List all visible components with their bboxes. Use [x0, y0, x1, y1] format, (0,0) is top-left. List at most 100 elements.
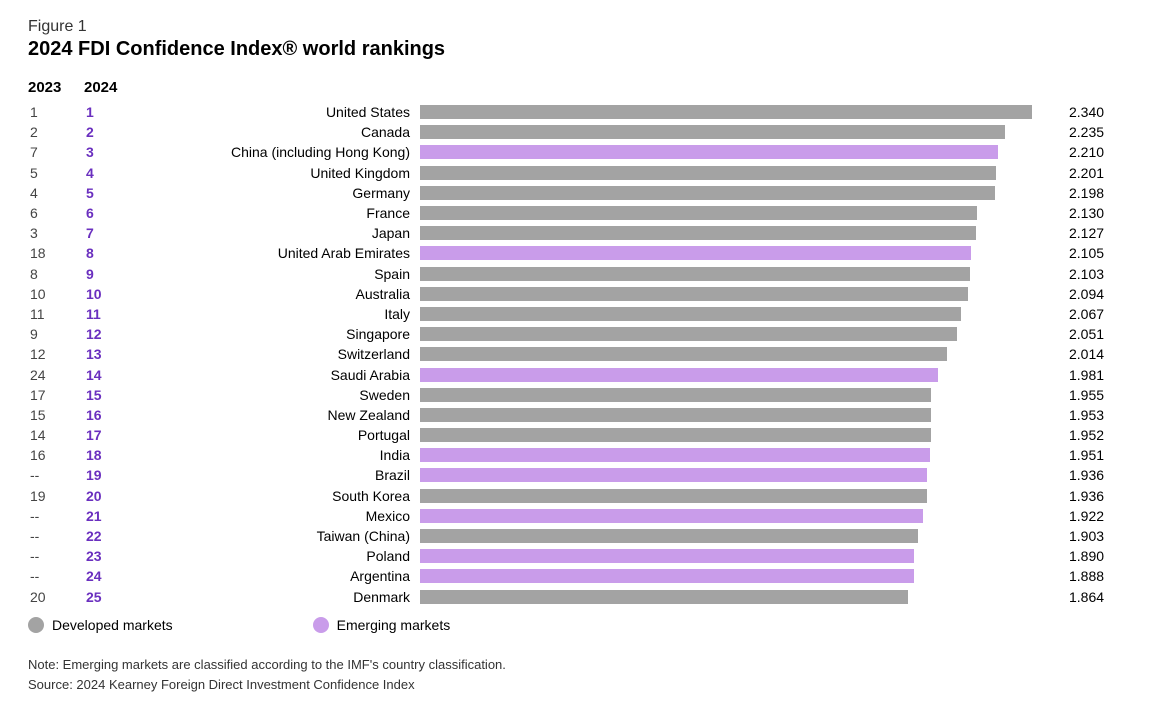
table-row: 89Spain2.103 [28, 264, 1121, 284]
rank-2024: 21 [84, 508, 140, 524]
bar [420, 529, 918, 543]
bar [420, 226, 976, 240]
country-label: South Korea [140, 488, 420, 504]
bar [420, 468, 927, 482]
bar-cell [420, 105, 1061, 119]
value-label: 1.890 [1061, 548, 1121, 564]
bar-cell [420, 166, 1061, 180]
table-row: 2025Denmark1.864 [28, 587, 1121, 607]
rank-2023: 7 [28, 144, 84, 160]
table-row: 1715Sweden1.955 [28, 385, 1121, 405]
rank-2023: 17 [28, 387, 84, 403]
value-label: 2.014 [1061, 346, 1121, 362]
rank-2024: 5 [84, 185, 140, 201]
bar [420, 428, 931, 442]
bar-cell [420, 428, 1061, 442]
bar-cell [420, 489, 1061, 503]
country-label: Poland [140, 548, 420, 564]
rank-2023: 8 [28, 266, 84, 282]
country-label: India [140, 447, 420, 463]
header-value [1061, 79, 1121, 96]
rank-2024: 11 [84, 306, 140, 322]
table-row: 1516New Zealand1.953 [28, 405, 1121, 425]
value-label: 2.130 [1061, 205, 1121, 221]
rank-2023: 20 [28, 589, 84, 605]
value-label: 2.051 [1061, 326, 1121, 342]
rank-2023: 3 [28, 225, 84, 241]
country-label: New Zealand [140, 407, 420, 423]
bar-cell [420, 226, 1061, 240]
bar [420, 590, 908, 604]
developed-swatch-icon [28, 617, 44, 633]
legend-emerging: Emerging markets [313, 617, 451, 633]
rank-2024: 15 [84, 387, 140, 403]
rank-2023: 2 [28, 124, 84, 140]
bar [420, 388, 931, 402]
table-row: 22Canada2.235 [28, 122, 1121, 142]
rank-2023: 19 [28, 488, 84, 504]
bar-cell [420, 145, 1061, 159]
rank-2024: 14 [84, 367, 140, 383]
header-bar-area [420, 79, 1061, 96]
bar-cell [420, 206, 1061, 220]
bar [420, 246, 971, 260]
rank-2024: 23 [84, 548, 140, 564]
rank-2023: 12 [28, 346, 84, 362]
rank-2023: 1 [28, 104, 84, 120]
rank-2023: 4 [28, 185, 84, 201]
value-label: 1.936 [1061, 488, 1121, 504]
bar-cell [420, 569, 1061, 583]
bar [420, 125, 1005, 139]
header-2024: 2024 [84, 79, 140, 96]
bar-cell [420, 287, 1061, 301]
table-row: 1618India1.951 [28, 445, 1121, 465]
bar [420, 186, 995, 200]
rank-2023: -- [28, 568, 84, 584]
value-label: 2.105 [1061, 245, 1121, 261]
rank-2023: 5 [28, 165, 84, 181]
rank-2023: 9 [28, 326, 84, 342]
table-row: 54United Kingdom2.201 [28, 163, 1121, 183]
table-row: 1213Switzerland2.014 [28, 344, 1121, 364]
bar-cell [420, 125, 1061, 139]
country-label: Denmark [140, 589, 420, 605]
bar-cell [420, 509, 1061, 523]
country-label: France [140, 205, 420, 221]
rank-2023: 24 [28, 367, 84, 383]
rank-2023: 16 [28, 447, 84, 463]
value-label: 2.210 [1061, 144, 1121, 160]
value-label: 1.903 [1061, 528, 1121, 544]
bar-cell [420, 327, 1061, 341]
country-label: China (including Hong Kong) [140, 144, 420, 160]
country-label: Germany [140, 185, 420, 201]
table-row: 1010Australia2.094 [28, 284, 1121, 304]
country-label: Portugal [140, 427, 420, 443]
footnote-source: Source: 2024 Kearney Foreign Direct Inve… [28, 675, 1121, 696]
bar-cell [420, 267, 1061, 281]
value-label: 2.127 [1061, 225, 1121, 241]
value-label: 2.067 [1061, 306, 1121, 322]
country-label: Brazil [140, 467, 420, 483]
table-row: --24Argentina1.888 [28, 566, 1121, 586]
bar [420, 267, 970, 281]
country-label: Switzerland [140, 346, 420, 362]
rank-2024: 2 [84, 124, 140, 140]
bar-chart-rows: 11United States2.34022Canada2.23573China… [28, 102, 1121, 607]
value-label: 1.922 [1061, 508, 1121, 524]
country-label: Italy [140, 306, 420, 322]
rank-2023: 6 [28, 205, 84, 221]
bar-cell [420, 448, 1061, 462]
bar [420, 347, 947, 361]
rank-2024: 16 [84, 407, 140, 423]
table-row: 66France2.130 [28, 203, 1121, 223]
rank-2023: -- [28, 548, 84, 564]
value-label: 1.955 [1061, 387, 1121, 403]
value-label: 1.952 [1061, 427, 1121, 443]
rank-2023: -- [28, 528, 84, 544]
emerging-swatch-icon [313, 617, 329, 633]
table-row: 45Germany2.198 [28, 183, 1121, 203]
bar [420, 287, 968, 301]
rank-2024: 7 [84, 225, 140, 241]
footnotes: Note: Emerging markets are classified ac… [28, 655, 1121, 697]
rank-2024: 19 [84, 467, 140, 483]
